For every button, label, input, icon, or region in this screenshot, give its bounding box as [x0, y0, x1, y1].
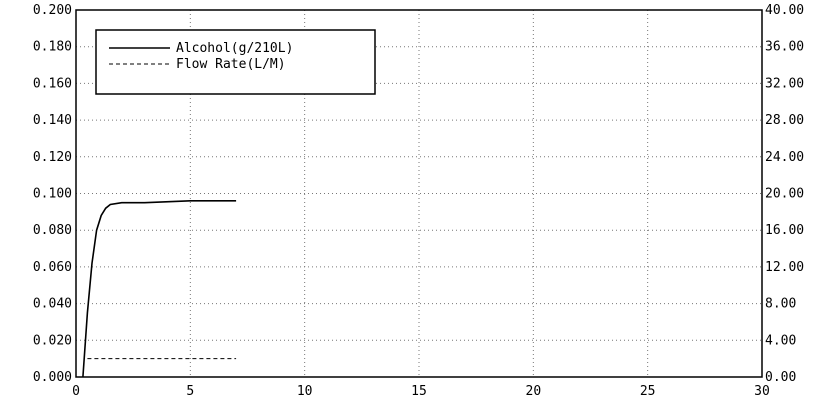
legend-label: Flow Rate(L/M) — [176, 57, 286, 72]
y2-tick-label: 4.00 — [765, 333, 796, 348]
y-tick-label: 0.200 — [33, 3, 72, 18]
y-axis-left: 0.000 0.020 0.040 0.060 0.080 0.100 0.120 0.140… — [33, 3, 72, 385]
y-tick-label: 0.000 — [33, 370, 72, 385]
x-tick-label: 5 — [186, 384, 194, 399]
legend: Alcohol(g/210L)Flow Rate(L/M) — [95, 29, 376, 95]
y2-tick-label: 16.00 — [765, 223, 804, 238]
y-tick-label: 0.080 — [33, 223, 72, 238]
y-tick-label: 0.020 — [33, 333, 72, 348]
y2-tick-label: 8.00 — [765, 297, 796, 312]
y-tick-label: 0.120 — [33, 150, 72, 165]
legend-box — [95, 29, 376, 95]
y2-tick-label: 36.00 — [765, 40, 804, 55]
y2-tick-label: 0.00 — [765, 370, 796, 385]
x-tick-label: 10 — [297, 384, 313, 399]
y2-tick-label: 20.00 — [765, 187, 804, 202]
y2-tick-label: 12.00 — [765, 260, 804, 275]
y2-tick-label: 24.00 — [765, 150, 804, 165]
x-tick-label: 25 — [640, 384, 656, 399]
y-tick-label: 0.140 — [33, 113, 72, 128]
x-tick-label: 20 — [526, 384, 542, 399]
y-axis-right: 0.00 4.00 8.00 12.00 16.00 20.00 24.00 28.00 32.… — [765, 3, 804, 385]
y-tick-label: 0.040 — [33, 297, 72, 312]
legend-label: Alcohol(g/210L) — [176, 41, 293, 56]
series-line — [82, 200, 237, 378]
x-axis: 0 5 10 15 20 25 30 — [72, 384, 770, 399]
y-tick-label: 0.160 — [33, 76, 72, 91]
x-tick-label: 15 — [411, 384, 427, 399]
plot-frame — [75, 9, 763, 378]
x-tick-label: 30 — [754, 384, 770, 399]
x-tick-label: 0 — [72, 384, 80, 399]
y2-tick-label: 40.00 — [765, 3, 804, 18]
plot-area — [82, 200, 237, 378]
y-tick-label: 0.100 — [33, 187, 72, 202]
y-tick-label: 0.180 — [33, 40, 72, 55]
y2-tick-label: 32.00 — [765, 76, 804, 91]
y-tick-label: 0.060 — [33, 260, 72, 275]
y2-tick-label: 28.00 — [765, 113, 804, 128]
